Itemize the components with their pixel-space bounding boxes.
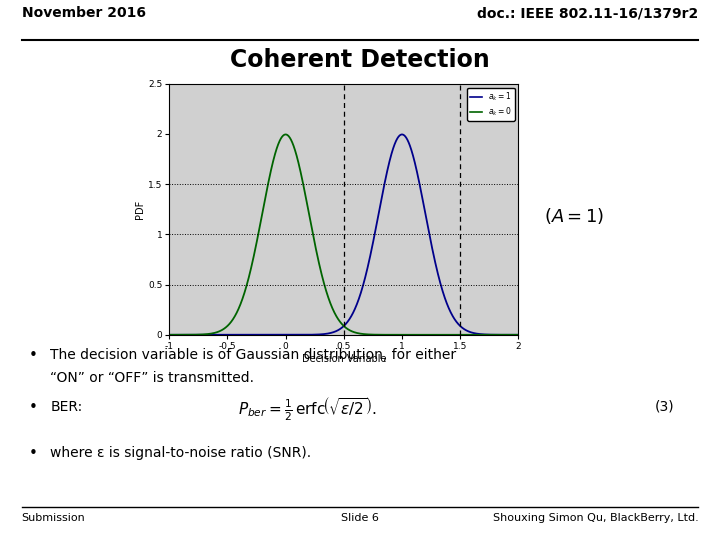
- Text: Coherent Detection: Coherent Detection: [230, 48, 490, 72]
- Text: $(\mathit{A}{=}1)$: $(\mathit{A}{=}1)$: [544, 206, 604, 226]
- Text: •: •: [29, 446, 37, 461]
- X-axis label: Decision Variable: Decision Variable: [302, 354, 386, 363]
- Text: November 2016: November 2016: [22, 6, 145, 21]
- Text: doc.: IEEE 802.11-16/1379r2: doc.: IEEE 802.11-16/1379r2: [477, 6, 698, 21]
- Text: BER:: BER:: [50, 400, 83, 414]
- Text: (3): (3): [655, 400, 675, 414]
- Text: “ON” or “OFF” is transmitted.: “ON” or “OFF” is transmitted.: [50, 371, 254, 385]
- Text: •: •: [29, 400, 37, 415]
- Y-axis label: PDF: PDF: [135, 200, 145, 219]
- Text: The decision variable is of Gaussian distribution, for either: The decision variable is of Gaussian dis…: [50, 348, 456, 362]
- Legend: $a_k = 1$, $a_k = 0$: $a_k = 1$, $a_k = 0$: [467, 87, 515, 121]
- Text: •: •: [29, 348, 37, 363]
- Text: $P_{ber} = \frac{1}{2}\,\mathrm{erfc}\!\left(\sqrt{\varepsilon/2}\right).$: $P_{ber} = \frac{1}{2}\,\mathrm{erfc}\!\…: [238, 395, 377, 423]
- Text: Shouxing Simon Qu, BlackBerry, Ltd.: Shouxing Simon Qu, BlackBerry, Ltd.: [492, 513, 698, 523]
- Text: Slide 6: Slide 6: [341, 513, 379, 523]
- Text: Submission: Submission: [22, 513, 86, 523]
- Text: where ε is signal-to-noise ratio (SNR).: where ε is signal-to-noise ratio (SNR).: [50, 446, 312, 460]
